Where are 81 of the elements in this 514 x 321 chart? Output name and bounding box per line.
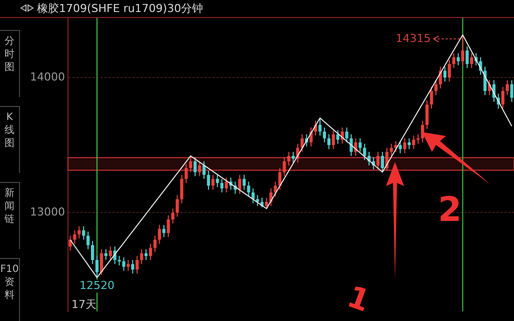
candlestick [153,235,157,252]
candlestick [345,127,348,143]
candlestick [108,246,112,261]
chart-title: 橡胶1709(SHFE ru1709)30分钟 [37,0,204,16]
candlestick [90,240,94,265]
candlestick [470,52,474,69]
candlestick [318,118,322,136]
candlestick [274,181,277,197]
candlestick [256,194,260,206]
candlestick [194,156,197,177]
candlestick [86,231,90,250]
candlestick [68,235,72,252]
candlestick [332,130,335,150]
candlestick [216,174,219,188]
candlestick [176,194,179,218]
candlestick [122,256,126,272]
candlestick [184,164,188,184]
text: 分时图 [0,30,20,97]
candlestick [408,138,411,150]
candlestick [158,224,161,244]
candlestick [220,178,224,193]
candlestick [198,160,202,177]
candlestick [394,140,398,152]
candlestick [118,255,121,266]
candlestick [363,143,366,160]
candlestick [264,197,268,210]
annotation: 12520 [79,278,114,292]
annotation: 2 [438,190,462,230]
candlestick [292,151,295,164]
candlestick [287,151,290,166]
candlestick [466,46,469,69]
candlestick [350,134,353,156]
candlestick [131,260,134,274]
candlestick [510,80,514,102]
candlestick [224,177,228,193]
candlestick [456,52,460,66]
annotation: 1 [342,279,374,320]
candlestick [358,138,362,152]
candlestick [327,134,330,150]
candlestick [452,52,456,69]
candlestick [166,214,170,238]
y-tick-label: 13000 [30,206,65,219]
candlestick [282,156,286,177]
candlestick [95,255,99,278]
annotation: 17天 [71,298,96,311]
text: 新闻链 [0,182,20,249]
candlestick [180,174,184,204]
candlestick [78,226,81,239]
candlestick [506,80,509,96]
candlestick [398,140,402,154]
candlestick [434,80,438,96]
candlestick [461,34,464,66]
candlestick [322,127,326,143]
candlestick [136,255,139,274]
candlestick [425,100,429,130]
candlestick [380,151,384,173]
annotation: 14315 [396,32,431,45]
candlestick [443,66,446,82]
candlestick [430,86,434,110]
candlestick [171,208,174,224]
candlestick [162,224,166,238]
candlestick [206,170,210,190]
candlestick [148,243,152,261]
text: K线图 [0,106,20,173]
candlestick [242,174,246,190]
candlestick [238,174,242,194]
candlestick [448,59,451,82]
candlestick [202,160,206,180]
candlestick [211,174,215,190]
candlestick [140,248,144,265]
candlestick [412,135,416,150]
candlestick [501,86,504,110]
y-tick-label: 14000 [30,70,65,84]
candlestick [390,143,393,156]
candlestick [126,260,130,272]
candlestick [247,181,250,197]
candlestick [189,155,192,173]
candlestick [403,138,406,154]
candlestick [73,230,76,244]
candlestick [376,151,380,170]
text: F10资料 [0,258,20,321]
